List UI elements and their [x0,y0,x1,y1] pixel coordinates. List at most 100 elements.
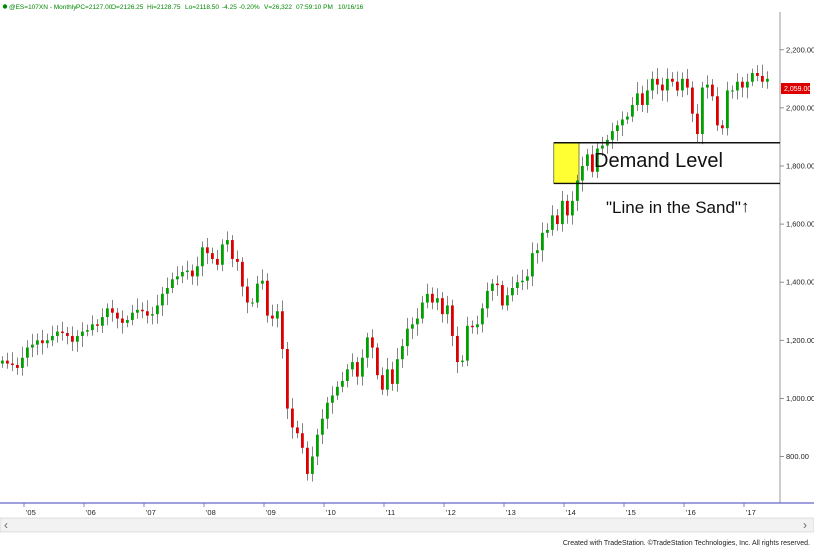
candle-body [651,78,654,91]
candle-body [406,328,409,347]
price-tick-label: 1,200.00 [786,336,814,345]
candle-body [441,298,444,315]
candle-body [171,279,174,289]
candle-body [491,283,494,291]
candle-body [666,78,669,91]
candle-body [436,298,439,303]
last-price-tag [781,83,810,94]
candle-body [566,200,569,216]
candle-body [146,311,149,316]
candle-body [526,276,529,281]
candle-body [261,280,264,284]
candle-body [196,266,199,277]
header-low: Lo=2118.50 [185,4,219,11]
candle-body [721,125,724,129]
candle-body [421,302,424,319]
candle-body [641,93,644,105]
time-tick-label: '05 [26,508,36,517]
candle-body [281,311,284,350]
candle-body [241,261,244,287]
symbol-dot-icon [2,4,8,9]
candle-body [131,312,134,320]
candle-body [76,335,79,342]
price-tick-label: 2,200.00 [786,45,814,54]
last-price-value: 2,059.00 [784,86,811,93]
candle-body [616,125,619,132]
horizontal-scrollbar[interactable]: ‹ › [0,517,814,533]
candle-body [296,427,299,434]
candle-body [316,434,319,457]
candle-body [596,148,599,172]
scroll-left-icon[interactable]: ‹ [4,518,8,532]
header-open: O=2126.25 [111,4,144,11]
candle-body [446,305,449,315]
candle-body [601,145,604,149]
candle-body [746,81,749,88]
candle-body [201,247,204,267]
candle-body [636,93,639,105]
line-in-sand-label: "Line in the Sand" [606,198,741,217]
candle-body [416,318,419,325]
candle-body [291,408,294,428]
candle-body [36,340,39,345]
candle-body [676,81,679,91]
candle-body [101,317,104,326]
candle-body [681,78,684,91]
candle-body [121,318,124,323]
candle-body [426,293,429,303]
candle-body [136,309,139,313]
candle-body [571,200,574,216]
time-tick-label: '10 [326,508,336,517]
candle-body [301,433,304,448]
candle-body [96,324,99,326]
candle-body [271,315,274,319]
candle-body [111,308,114,313]
up-arrow-icon: ↑ [741,197,750,216]
candle-body [341,380,344,387]
header-high: Hi=2128.75 [147,4,181,11]
price-tick-label: 800.00 [786,452,809,461]
time-tick-label: '09 [266,508,276,517]
candle-body [61,331,64,334]
candle-body [206,247,209,254]
candle-body [611,131,614,140]
candle-body [391,369,394,384]
candle-body [656,78,659,85]
candle-body [706,84,709,88]
candle-body [696,113,699,135]
candle-body [381,375,384,390]
candle-body [16,364,19,368]
header-time: 07:59:10 PM [296,4,333,11]
candle-body [11,363,14,365]
candle-body [306,447,309,474]
candle-body [311,456,314,474]
candle-body [151,314,154,316]
candle-body [356,362,359,377]
candle-body [166,288,169,294]
candle-body [351,362,354,370]
price-tick-label: 1,000.00 [786,394,814,403]
candle-body [576,180,579,201]
scrollbar-track[interactable] [0,517,814,533]
candle-body [91,324,94,331]
scroll-right-icon[interactable]: › [803,518,807,532]
candle-body [396,359,399,384]
candle-body [591,154,594,172]
price-tick-label: 1,400.00 [786,278,814,287]
demand-level-label: Demand Level [594,150,723,172]
candle-body [501,285,504,306]
price-axis: 800.00 1,000.00 1,200.00 1,400.00 1,600.00 1,… [780,45,814,461]
candle-body [661,84,664,91]
candle-body [116,312,119,319]
candle-body [756,73,759,76]
candle-body [286,349,289,409]
candle-body [481,308,484,325]
candle-body [366,337,369,358]
time-tick-label: '14 [566,508,576,517]
time-tick-label: '13 [506,508,516,517]
candle-body [246,286,249,303]
candle-body [711,84,714,97]
candle-body [336,386,339,396]
candle-body [361,357,364,377]
